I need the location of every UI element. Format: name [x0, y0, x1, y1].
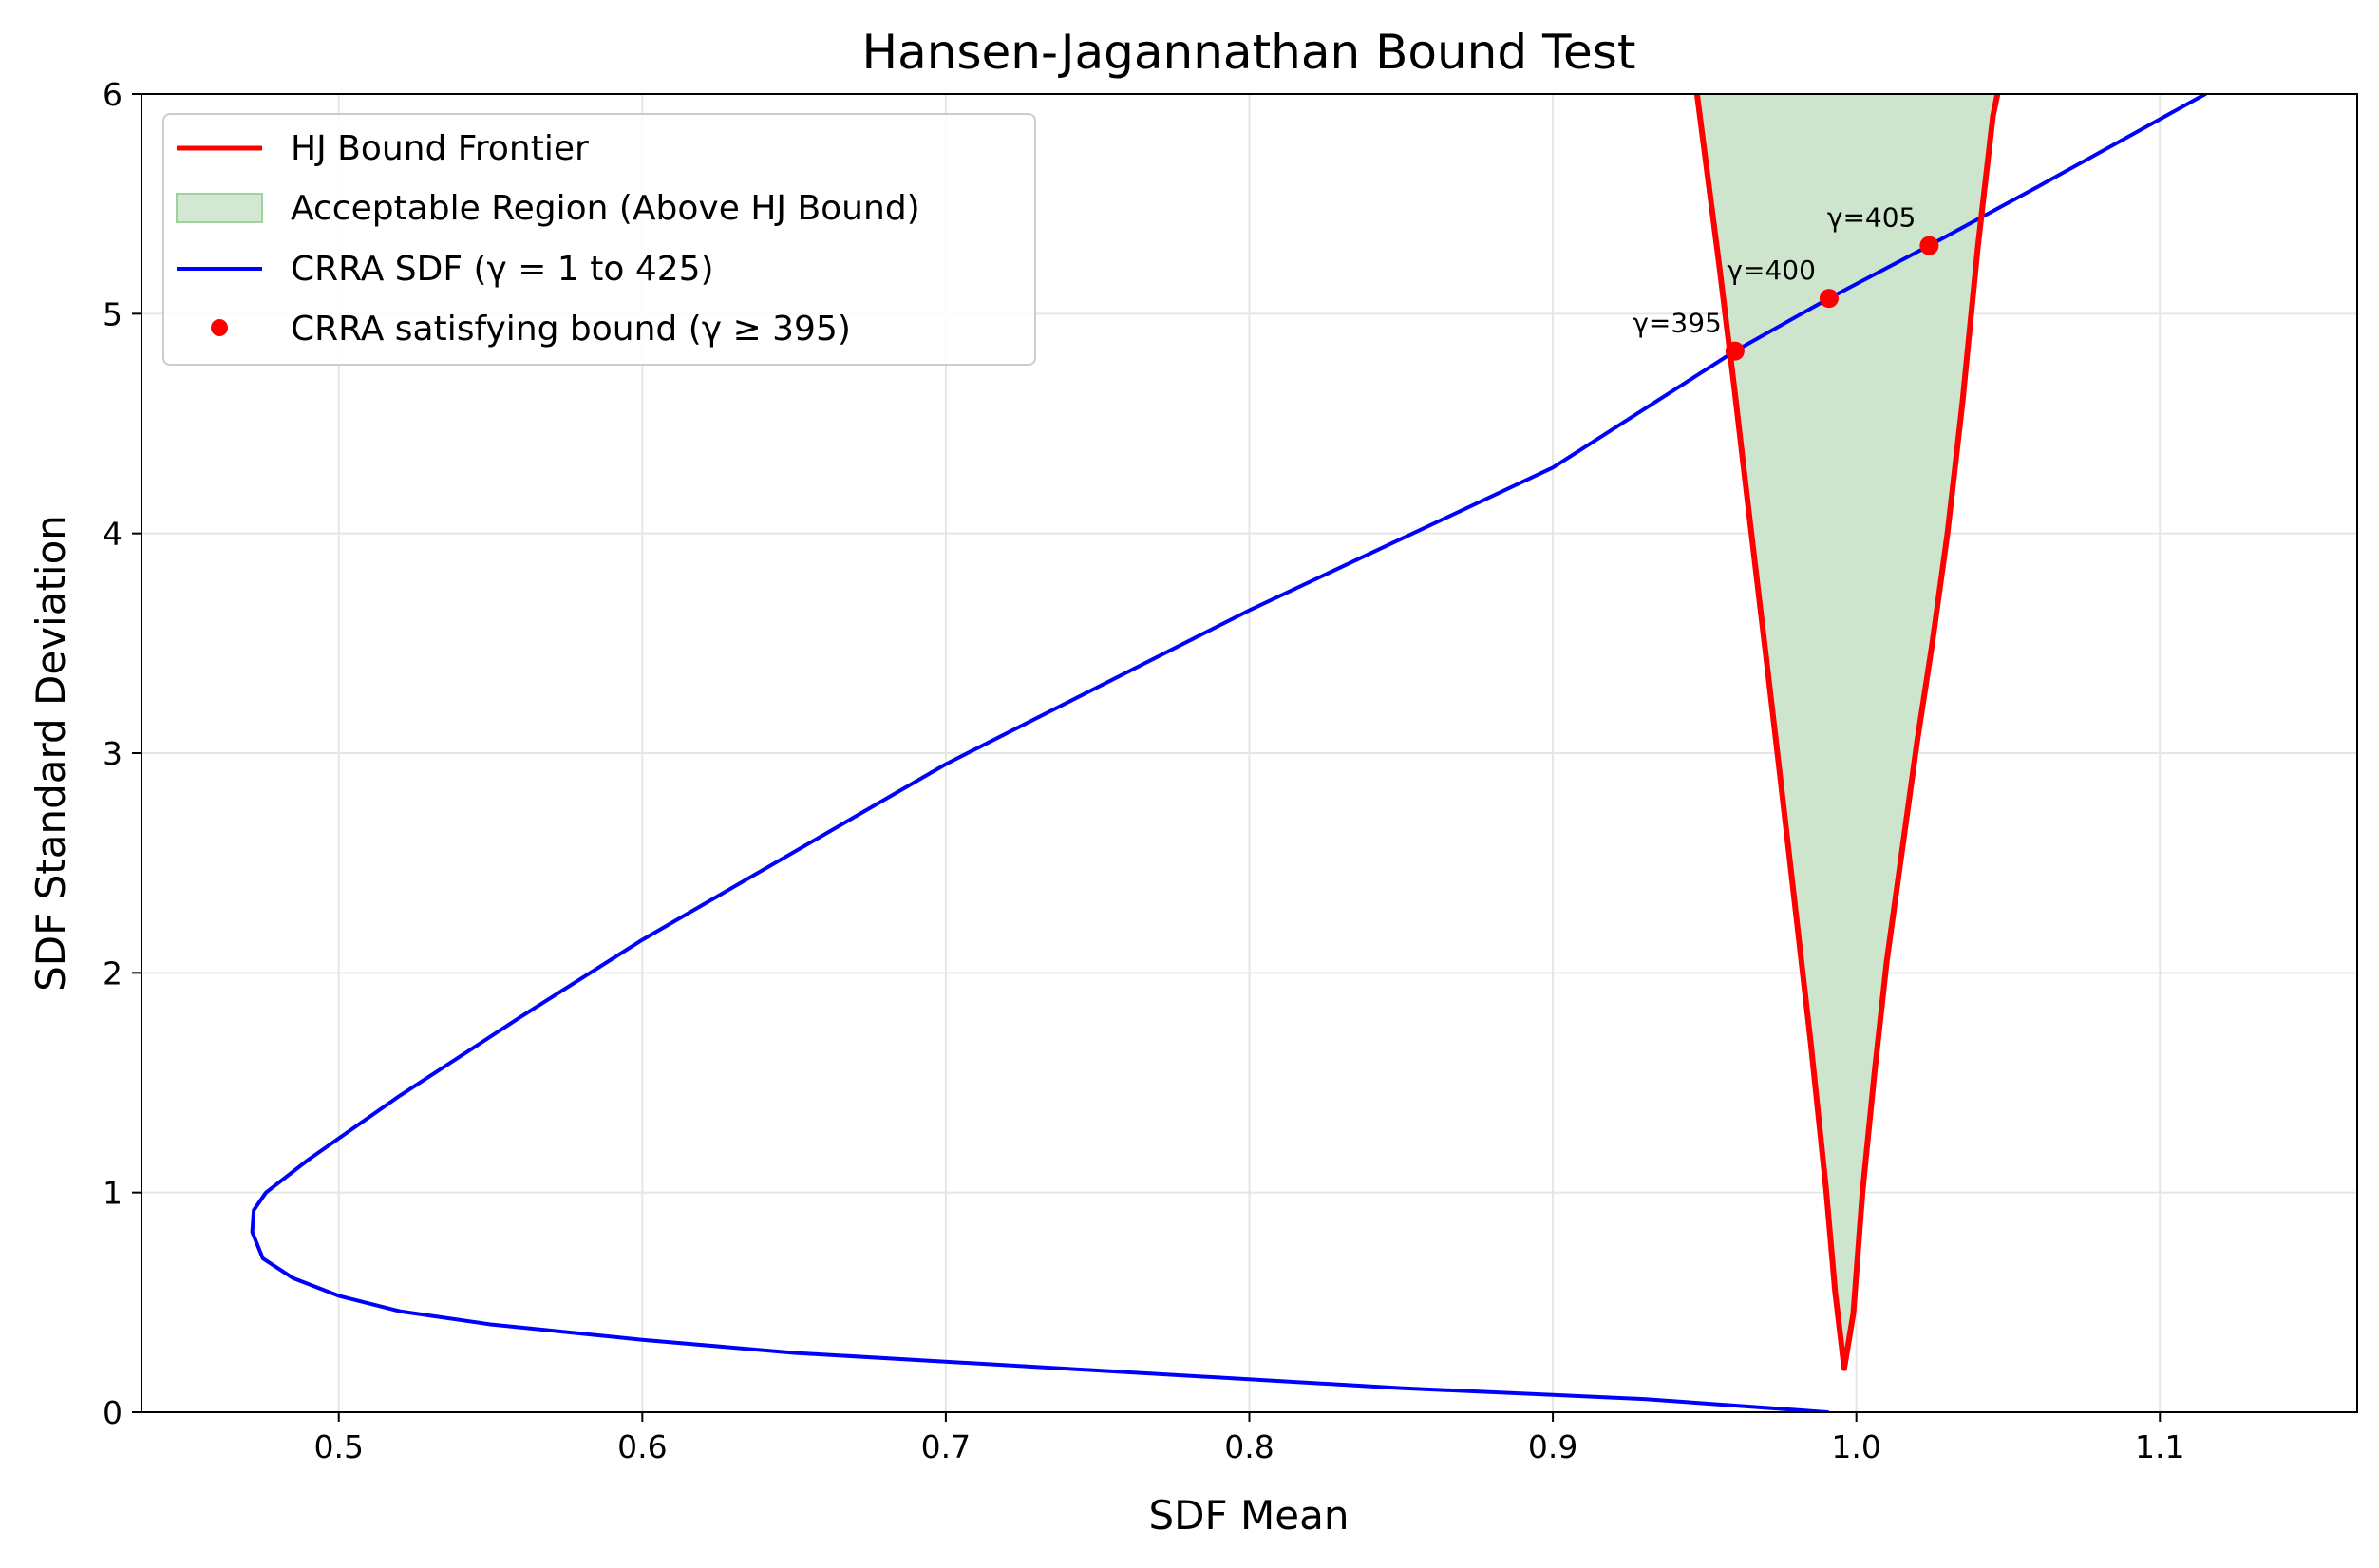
y-tick-label: 2: [103, 954, 123, 992]
crra-point-395: [1725, 341, 1745, 361]
acceptable-region-layer: [1696, 94, 1998, 1369]
crra-point-label: γ=405: [1827, 202, 1916, 234]
legend-label-crra-sdf: CRRA SDF (γ = 1 to 425): [291, 250, 714, 289]
series-layer: [250, 94, 2208, 1412]
y-tick-label: 6: [103, 76, 123, 113]
y-tick-label: 4: [103, 516, 123, 553]
legend-label-acceptable-region: Acceptable Region (Above HJ Bound): [291, 189, 920, 228]
x-tick-label: 1.1: [2135, 1428, 2184, 1465]
x-tick-label: 0.7: [921, 1428, 971, 1465]
x-tick-label: 0.6: [617, 1428, 667, 1465]
y-tick-label: 5: [103, 295, 123, 332]
legend-swatch-crra-points: [211, 319, 228, 336]
legend-box: [162, 113, 1036, 366]
x-tick-label: 0.9: [1528, 1428, 1577, 1465]
legend-swatch-acceptable-region: [176, 193, 263, 223]
acceptable-region-fill: [1696, 94, 1998, 1369]
y-axis-label: SDF Standard Deviation: [28, 515, 74, 992]
crra-point-label: γ=395: [1633, 308, 1721, 339]
y-axis-ticks: 0 1 2 3 4 5 6: [103, 76, 142, 1431]
y-tick-label: 0: [103, 1394, 123, 1431]
x-axis-ticks: 0.5 0.6 0.7 0.8 0.9 1.0 1.1: [313, 1412, 2185, 1465]
legend-label-crra-points: CRRA satisfying bound (γ ≥ 395): [291, 310, 851, 349]
y-tick-label: 1: [103, 1175, 123, 1212]
x-tick-label: 1.0: [1831, 1428, 1880, 1465]
x-tick-label: 0.5: [313, 1428, 363, 1465]
chart-title: Hansen-Jagannathan Bound Test: [862, 25, 1636, 80]
x-axis-label: SDF Mean: [1149, 1492, 1350, 1539]
y-tick-label: 3: [103, 735, 123, 772]
crra-point-405: [1919, 236, 1939, 255]
hj-bound-frontier-line: [1693, 94, 2001, 1371]
crra-point-label: γ=400: [1727, 255, 1815, 286]
x-tick-label: 0.8: [1224, 1428, 1274, 1465]
legend-label-hj-bound: HJ Bound Frontier: [291, 129, 589, 168]
legend: HJ Bound Frontier Acceptable Region (Abo…: [162, 113, 1036, 366]
crra-point-400: [1819, 289, 1839, 309]
crra-sdf-line: [250, 94, 2208, 1412]
